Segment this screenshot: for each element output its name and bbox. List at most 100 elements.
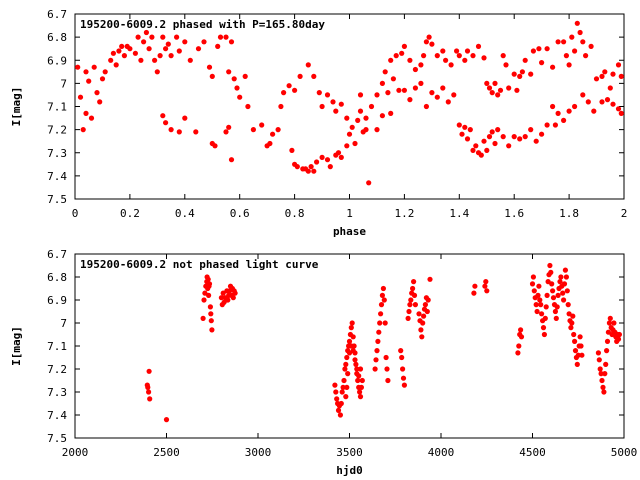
data-point	[610, 101, 616, 107]
data-point	[297, 73, 303, 79]
data-point	[550, 103, 556, 110]
y-axis-label: I[mag]	[10, 87, 23, 127]
data-point	[344, 384, 350, 390]
data-point	[154, 69, 160, 75]
data-point	[511, 134, 517, 140]
y-tick-label: 6.8	[47, 271, 67, 284]
data-point	[604, 348, 610, 354]
data-point	[294, 164, 300, 170]
data-point	[374, 127, 380, 133]
data-point	[471, 290, 477, 296]
y-tick-label: 7.3	[47, 147, 67, 160]
data-point	[366, 180, 372, 186]
data-point	[378, 302, 385, 308]
data-point	[569, 320, 575, 326]
data-point	[575, 352, 581, 358]
data-point	[373, 357, 379, 363]
data-point	[533, 138, 539, 144]
data-point	[217, 34, 224, 40]
data-point	[250, 127, 256, 133]
data-point	[110, 50, 116, 56]
data-point	[486, 85, 493, 91]
data-point	[352, 140, 358, 147]
data-point	[585, 99, 591, 105]
data-point	[97, 99, 103, 105]
data-point	[372, 366, 378, 372]
data-point	[560, 290, 566, 296]
y-tick-label: 6.8	[47, 31, 67, 44]
data-point	[555, 292, 561, 298]
data-point	[579, 352, 585, 358]
data-point	[206, 292, 212, 298]
data-point	[305, 62, 311, 68]
data-point	[338, 154, 344, 160]
data-point	[337, 412, 343, 418]
data-point	[165, 41, 171, 47]
data-point	[561, 117, 567, 123]
data-point	[615, 106, 622, 112]
y-tick-label: 6.9	[47, 54, 67, 67]
data-point	[411, 292, 418, 298]
data-point	[482, 283, 488, 289]
data-point	[176, 48, 182, 54]
x-tick-label: 1.2	[394, 207, 414, 220]
data-point	[385, 377, 391, 384]
data-point	[319, 154, 325, 160]
data-point	[338, 400, 344, 407]
data-point	[363, 127, 369, 133]
unphased-light-curve-panel: 2000 2500 3000 3500 4000 4500 5000 6.7 6.8 6.9 7 7.…	[10, 248, 637, 477]
data-point	[459, 131, 465, 137]
y-tick-label: 7.2	[47, 363, 67, 376]
data-point	[407, 302, 413, 308]
data-point	[557, 279, 563, 285]
data-point	[530, 274, 537, 280]
data-point	[418, 80, 424, 86]
data-point	[473, 143, 479, 149]
data-point	[401, 87, 407, 93]
x-tick-label: 5000	[611, 446, 638, 459]
data-point	[400, 366, 406, 372]
data-point	[383, 354, 389, 361]
data-point	[489, 129, 495, 135]
data-point	[355, 117, 361, 123]
data-point	[593, 76, 600, 82]
data-point	[615, 336, 622, 342]
data-point	[206, 281, 213, 287]
data-point	[168, 127, 174, 133]
data-point	[602, 371, 608, 377]
data-point	[588, 43, 594, 50]
data-point	[426, 34, 432, 40]
data-point	[357, 366, 364, 372]
data-point	[384, 366, 390, 372]
data-point	[357, 108, 364, 114]
data-point	[341, 377, 347, 384]
data-point	[555, 110, 561, 116]
data-point	[377, 320, 383, 326]
data-point	[598, 371, 604, 377]
data-point	[146, 46, 152, 52]
data-point	[378, 311, 384, 317]
data-point	[429, 90, 435, 96]
data-point	[407, 97, 413, 103]
data-point	[423, 39, 429, 45]
data-point	[456, 53, 462, 59]
data-point	[566, 108, 572, 114]
data-point	[565, 302, 571, 308]
data-point	[562, 267, 569, 273]
data-point	[226, 124, 232, 130]
data-point	[516, 343, 522, 349]
data-point	[434, 94, 440, 100]
data-point	[398, 348, 404, 354]
data-point	[420, 320, 426, 326]
data-point	[270, 131, 276, 137]
data-point	[595, 350, 602, 356]
data-point	[536, 46, 542, 52]
data-point	[425, 297, 431, 303]
data-point	[462, 57, 468, 63]
data-point	[99, 76, 106, 82]
data-point	[201, 39, 207, 45]
data-point	[174, 34, 180, 40]
data-point	[537, 297, 543, 303]
data-point	[83, 69, 89, 75]
data-point	[445, 99, 451, 105]
